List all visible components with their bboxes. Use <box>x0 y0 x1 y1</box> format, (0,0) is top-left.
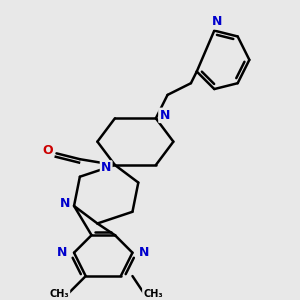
Text: CH₃: CH₃ <box>143 289 163 298</box>
Text: N: N <box>212 15 222 28</box>
Text: N: N <box>60 196 70 209</box>
Text: N: N <box>159 109 170 122</box>
Text: N: N <box>101 161 111 175</box>
Text: N: N <box>139 246 149 259</box>
Text: N: N <box>57 246 68 259</box>
Text: CH₃: CH₃ <box>50 289 69 298</box>
Text: O: O <box>42 144 53 157</box>
